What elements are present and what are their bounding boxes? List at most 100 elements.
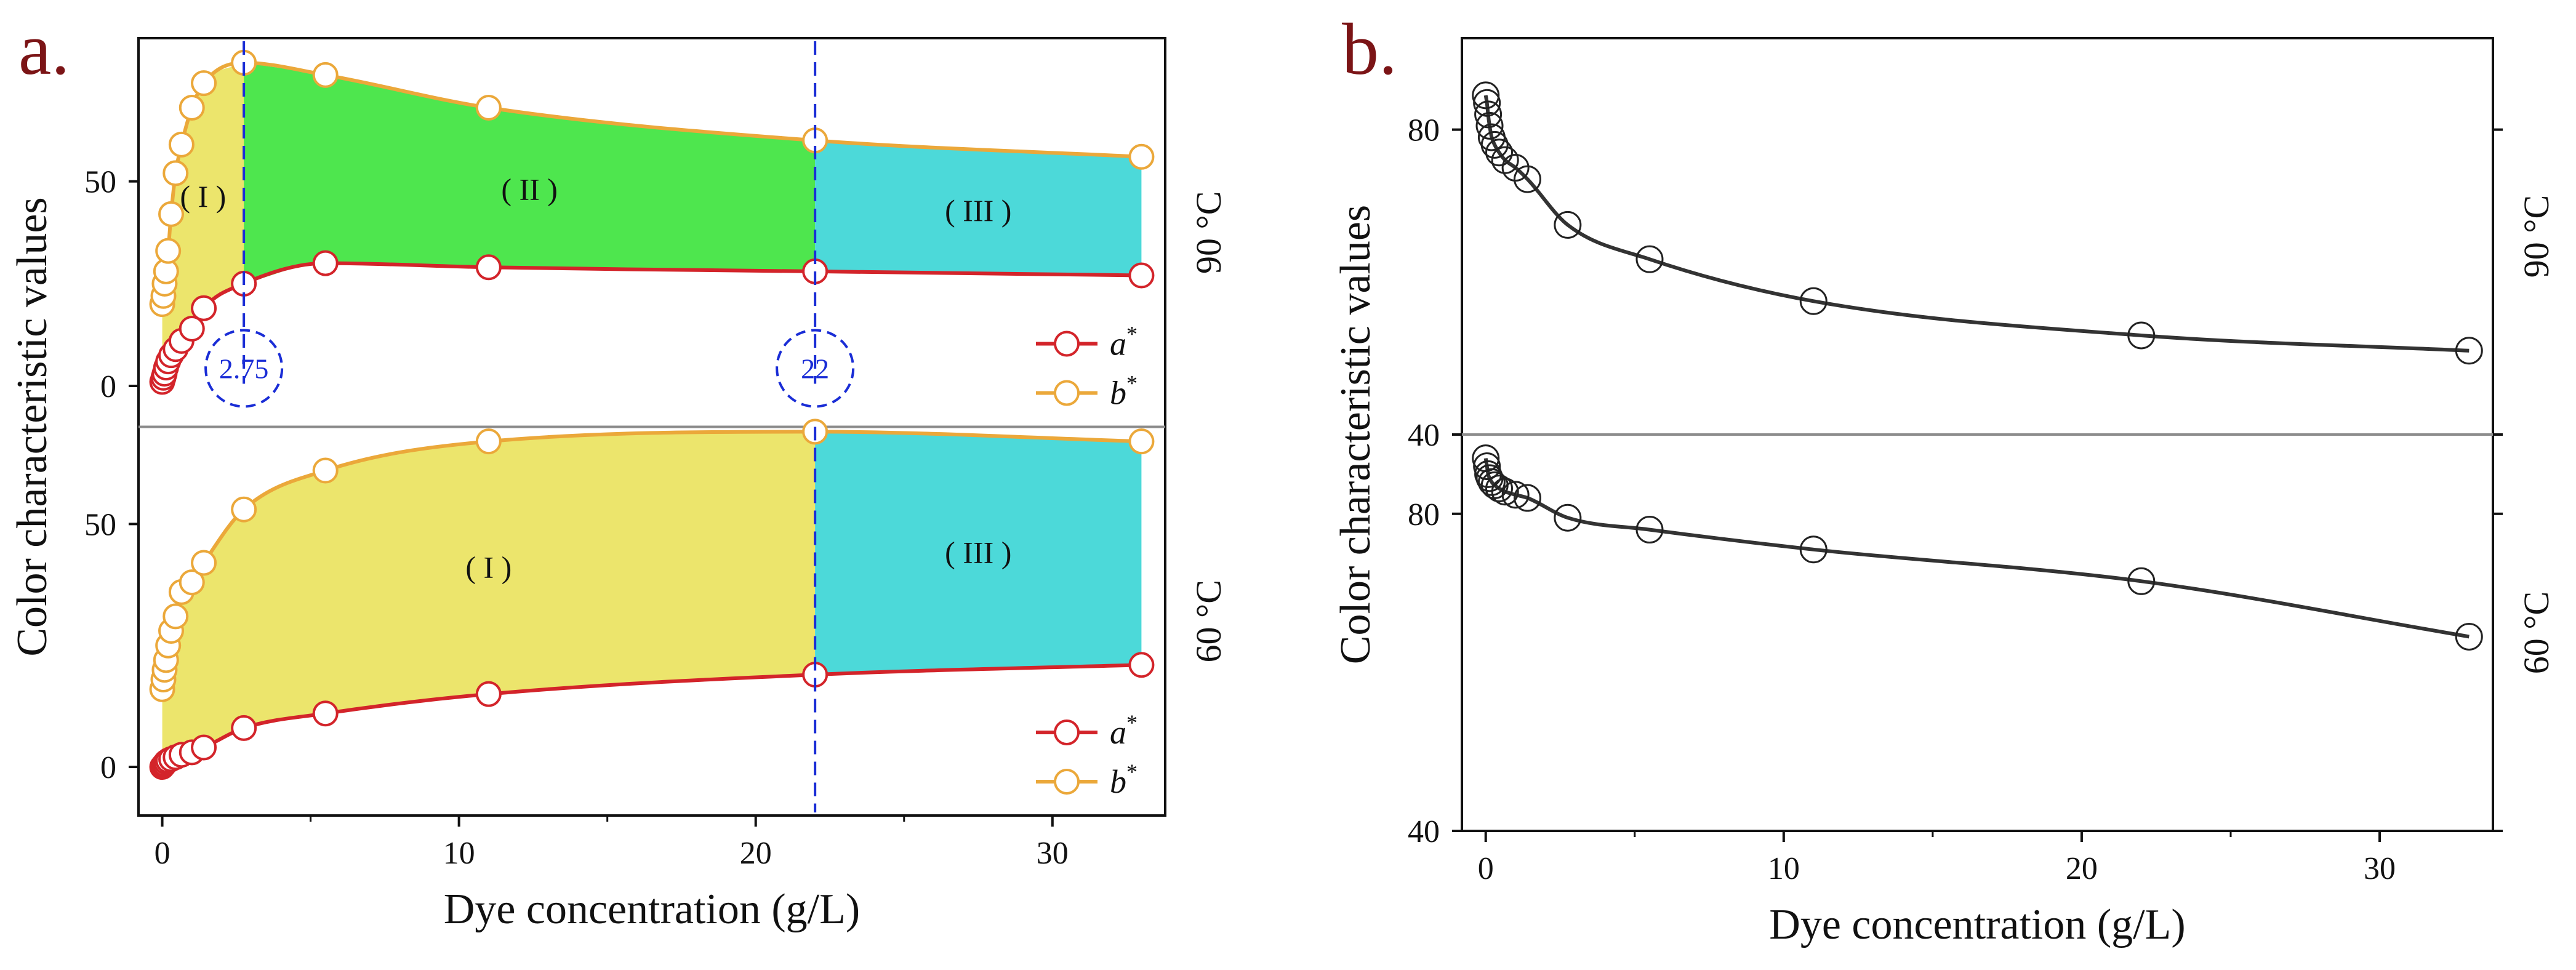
legend-entry: b* xyxy=(1110,760,1138,800)
data-point-b xyxy=(312,457,339,484)
panel-a-label: a. xyxy=(18,8,70,90)
data-point-b xyxy=(1128,428,1155,455)
data-point-l xyxy=(1485,138,1514,167)
legend-entry-sup: * xyxy=(1126,710,1138,735)
y-tick-label: 40 xyxy=(1408,418,1440,453)
data-point-a xyxy=(312,250,339,276)
panel-b-label: b. xyxy=(1342,8,1397,90)
x-tick-label: 10 xyxy=(1768,851,1800,886)
data-point-l xyxy=(1473,452,1501,481)
legend-entry-sup: * xyxy=(1126,371,1138,396)
data-point-b xyxy=(179,569,205,596)
y-tick-label: 80 xyxy=(1408,113,1440,148)
data-point-l xyxy=(1472,81,1500,110)
data-point-b xyxy=(191,550,217,576)
data-point-b xyxy=(231,496,257,523)
legend-swatch-marker xyxy=(1054,331,1080,357)
data-point-a xyxy=(1128,262,1155,289)
y-tick-label: 40 xyxy=(1408,814,1440,849)
data-point-b xyxy=(168,131,195,158)
region-fill xyxy=(815,140,1142,276)
x-axis-label: Dye concentration (g/L) xyxy=(1769,901,2185,948)
data-point-l xyxy=(1799,287,1828,315)
legend-entry-name: a xyxy=(1110,714,1126,751)
region-label: ( I ) xyxy=(465,550,512,584)
region-label: ( II ) xyxy=(501,172,558,206)
legend-entry-name: b xyxy=(1110,375,1126,412)
data-point-l xyxy=(2127,321,2156,350)
data-point-a xyxy=(312,700,339,727)
y-tick-label: 50 xyxy=(84,507,116,542)
legend-entry-sup: * xyxy=(1126,322,1138,347)
temperature-label: 90 °C xyxy=(1189,191,1229,274)
y-axis-label: Color characteristic values xyxy=(1332,205,1379,664)
chart-layer: 0 10 20 30 Dye concentration (g/L) Color char… xyxy=(9,37,2556,948)
legend-entry-name: a xyxy=(1110,326,1126,363)
data-point-l xyxy=(2127,567,2156,595)
region-label: ( I ) xyxy=(180,179,226,214)
data-point-l xyxy=(1480,130,1509,159)
x-tick-label: 0 xyxy=(1478,851,1494,886)
y-tick-label: 50 xyxy=(84,165,116,200)
data-point-b xyxy=(475,95,502,121)
data-point-a xyxy=(191,734,217,761)
data-point-b xyxy=(179,95,205,121)
y-tick-label: 80 xyxy=(1408,497,1440,532)
data-point-l xyxy=(1491,478,1519,506)
legend-entry: a* xyxy=(1110,710,1138,751)
data-point-l xyxy=(1554,210,1582,239)
region-fill xyxy=(815,431,1142,675)
data-point-b xyxy=(163,603,189,630)
data-point-l xyxy=(2455,622,2483,651)
divider-value-label: 22 xyxy=(801,353,829,385)
region-fill xyxy=(244,62,816,284)
legend-swatch-marker xyxy=(1054,380,1080,406)
data-point-b xyxy=(163,160,189,186)
data-point-l xyxy=(1501,154,1530,182)
data-point-b xyxy=(155,238,182,264)
x-tick-label: 20 xyxy=(2066,851,2098,886)
legend-entry: a* xyxy=(1110,322,1138,363)
x-tick-label: 30 xyxy=(1037,836,1069,871)
region-label: ( III ) xyxy=(945,535,1011,570)
data-point-a xyxy=(475,254,502,281)
data-point-l xyxy=(1554,503,1582,532)
x-tick-label: 30 xyxy=(2364,851,2396,886)
data-point-l xyxy=(1799,535,1828,564)
data-point-a xyxy=(475,681,502,707)
data-point-l xyxy=(1635,516,1664,544)
data-point-l xyxy=(1501,481,1530,509)
data-point-b xyxy=(475,428,502,455)
legend-entry: b* xyxy=(1110,371,1138,412)
region-label: ( III ) xyxy=(945,193,1011,228)
legend-swatch-marker xyxy=(1054,719,1080,745)
y-tick-label: 0 xyxy=(100,369,116,404)
data-point-l xyxy=(1474,100,1503,129)
data-point-b xyxy=(312,62,339,88)
data-point-a xyxy=(191,295,217,321)
y-tick-label: 0 xyxy=(100,750,116,785)
legend-entry-sup: * xyxy=(1126,760,1138,784)
temperature-label: 60 °C xyxy=(2516,591,2556,674)
data-point-l xyxy=(1485,475,1514,503)
region-fill xyxy=(162,431,816,768)
divider-marker-circle xyxy=(776,329,855,408)
divider-marker-circle xyxy=(204,329,284,408)
data-point-l xyxy=(1514,484,1542,512)
data-point-a xyxy=(1128,652,1155,678)
legend-entry-name: b xyxy=(1110,763,1126,800)
data-point-b xyxy=(158,201,185,227)
data-point-l xyxy=(1635,245,1664,273)
data-point-l xyxy=(1514,165,1542,193)
legend-swatch-marker xyxy=(1054,769,1080,795)
data-point-l xyxy=(1473,89,1501,117)
y-axis-label: Color characteristic values xyxy=(9,197,56,656)
divider-value-label: 2.75 xyxy=(219,353,269,385)
x-tick-label: 0 xyxy=(154,836,171,871)
x-tick-label: 10 xyxy=(443,836,475,871)
x-tick-label: 20 xyxy=(740,836,772,871)
data-point-a xyxy=(231,715,257,741)
temperature-label: 90 °C xyxy=(2516,195,2556,278)
data-point-l xyxy=(1491,146,1519,174)
